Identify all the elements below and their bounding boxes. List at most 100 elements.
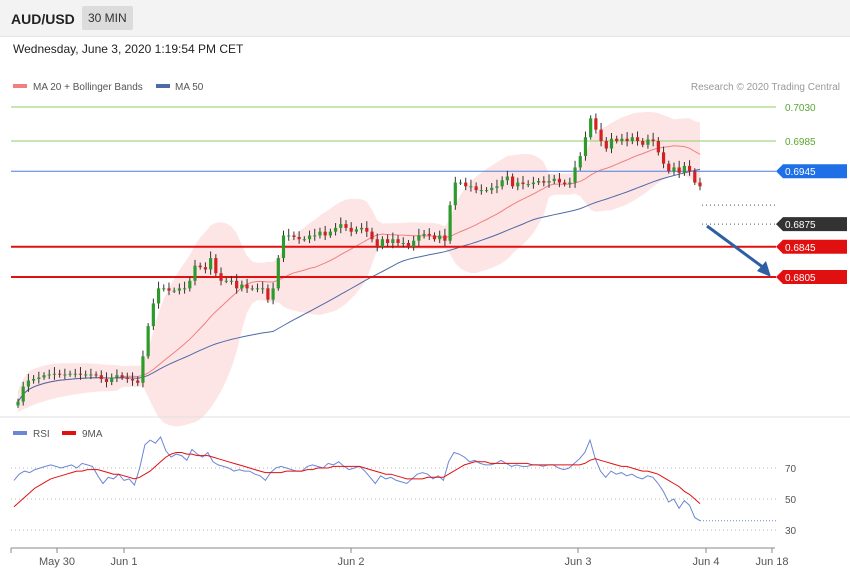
level-label: 0.6945: [785, 167, 816, 178]
candle: [427, 228, 431, 241]
candle: [125, 372, 129, 383]
candle-body: [573, 167, 577, 183]
candle: [89, 368, 93, 380]
candle: [474, 182, 478, 194]
candle-body: [323, 231, 327, 236]
candle-body: [177, 288, 181, 291]
candle: [531, 176, 536, 189]
candle: [458, 179, 463, 185]
candle-body: [651, 139, 655, 141]
candle: [490, 183, 494, 194]
candle-body: [625, 138, 629, 141]
candle-body: [370, 231, 374, 240]
candle-body: [365, 227, 369, 232]
candle-body: [21, 386, 25, 402]
candle-body: [469, 186, 473, 188]
candle-body: [141, 356, 145, 383]
candlesticks: [16, 113, 702, 408]
level-0.7030: 0.7030: [11, 103, 816, 114]
candle: [297, 231, 301, 244]
candle: [583, 131, 588, 161]
candle: [698, 177, 702, 191]
rsi-tick-label: 50: [785, 495, 797, 506]
candle: [162, 284, 166, 292]
candle: [667, 160, 671, 174]
candle-body: [422, 233, 426, 236]
candle-body: [162, 288, 166, 290]
ma9-legend-swatch: [62, 431, 76, 435]
candle-body: [391, 239, 395, 243]
candle: [26, 373, 31, 392]
candle-body: [583, 137, 588, 157]
candle: [318, 227, 322, 239]
candle: [573, 160, 577, 188]
candle: [453, 176, 457, 210]
level-label: 0.6805: [785, 273, 816, 284]
candle-body: [110, 377, 114, 383]
ma50-legend-label: MA 50: [175, 82, 204, 93]
candle: [130, 372, 135, 386]
candle: [563, 179, 567, 187]
x-tick-label: Jun 1: [111, 556, 138, 568]
candle: [578, 152, 582, 171]
candle: [115, 369, 119, 383]
candle: [609, 132, 614, 154]
candle: [687, 160, 692, 176]
candle: [557, 173, 562, 188]
candle-body: [620, 138, 624, 141]
candle-body: [42, 375, 46, 378]
candle: [521, 175, 525, 190]
candle: [677, 160, 681, 179]
candle: [635, 131, 640, 146]
candle: [396, 235, 400, 247]
candle: [52, 367, 57, 380]
candle: [344, 220, 348, 232]
candle: [401, 237, 405, 248]
candle-body: [313, 235, 317, 237]
candle: [21, 381, 25, 406]
candle: [245, 278, 249, 293]
candle-body: [547, 181, 551, 183]
research-credit: Research © 2020 Trading Central: [691, 82, 840, 93]
level-0.6845: 0.6845: [11, 239, 847, 254]
candle-body: [656, 141, 660, 153]
candle-body: [464, 182, 468, 187]
ma20-legend-swatch: [13, 84, 27, 88]
candle: [693, 168, 697, 185]
symbol-title: AUD/USD: [11, 11, 75, 27]
level-tag: [776, 164, 847, 179]
candle: [219, 267, 223, 286]
candle-body: [281, 235, 286, 259]
candle-body: [552, 178, 556, 182]
candle: [542, 176, 546, 187]
ma9-legend-label: 9MA: [82, 429, 103, 440]
candle: [172, 287, 176, 294]
candle-body: [557, 178, 562, 183]
candle: [255, 283, 260, 293]
candle: [63, 368, 67, 380]
candle: [386, 234, 390, 247]
x-axis: May 30 Jun 1 Jun 2 Jun 3 Jun 4 Jun 18: [10, 548, 789, 568]
top-bar: AUD/USD 30 MIN: [0, 0, 850, 37]
x-tick-label: Jun 18: [755, 556, 788, 568]
candle-body: [73, 373, 77, 375]
candle-body: [37, 377, 41, 379]
candle: [188, 276, 192, 292]
candle: [443, 228, 447, 247]
candle-body: [120, 375, 124, 378]
candle-body: [448, 205, 452, 241]
level-label: 0.7030: [785, 103, 816, 114]
candle: [203, 262, 208, 274]
timeframe-badge[interactable]: 30 MIN: [82, 6, 133, 30]
candle-body: [84, 374, 88, 376]
candle: [360, 223, 364, 234]
candle: [484, 187, 489, 193]
candle: [182, 281, 187, 294]
level-0.6805: 0.6805: [11, 270, 847, 284]
candle-body: [526, 184, 530, 186]
candle: [146, 323, 150, 359]
level-tag: [776, 217, 847, 232]
candle-body: [604, 141, 608, 149]
candle: [287, 228, 291, 241]
